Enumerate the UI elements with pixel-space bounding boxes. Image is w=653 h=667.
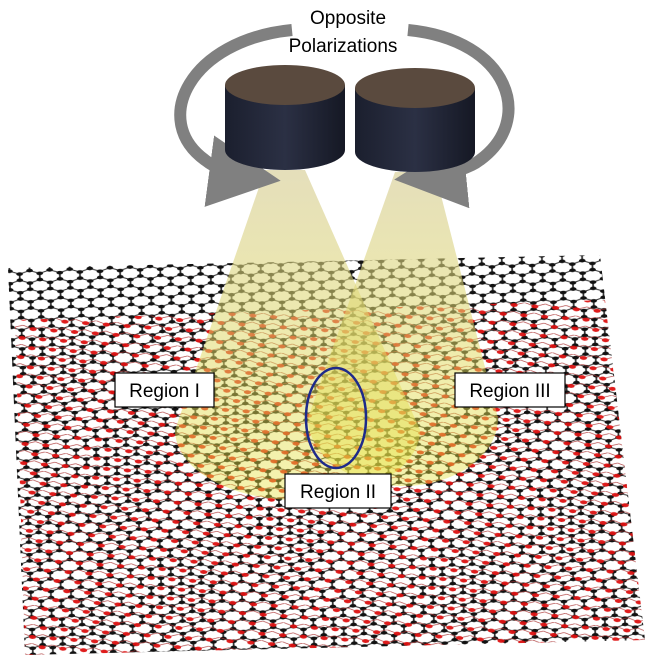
region-label: Region II [284,473,392,509]
region-label: Region III [454,372,566,408]
beams [175,170,498,501]
polarization-arrows [174,24,515,209]
region-text: Region I [129,381,200,402]
region-label: Region I [114,372,215,408]
region-text: Region II [300,482,376,503]
caption-line: Polarizations [289,36,398,57]
detector-left [225,65,345,170]
caption-line: Opposite [310,8,386,29]
overlap-ellipse [304,366,368,470]
detector-right [355,68,475,172]
region-text: Region III [469,381,550,402]
